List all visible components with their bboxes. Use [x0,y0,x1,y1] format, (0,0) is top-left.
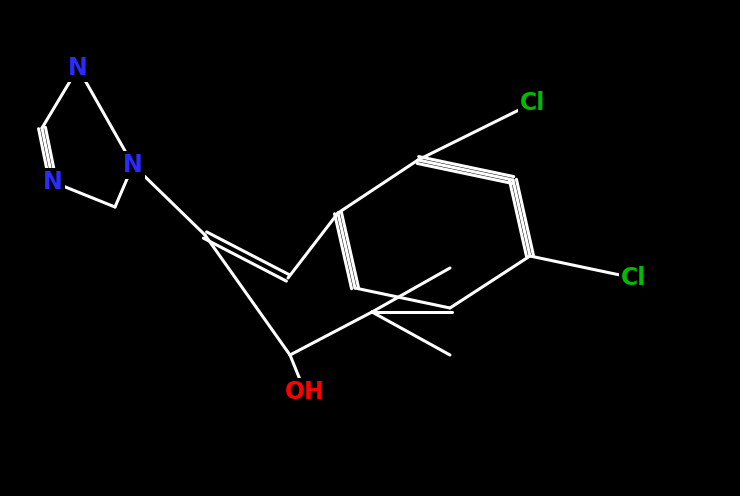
Text: OH: OH [285,380,325,404]
Text: Cl: Cl [622,266,647,290]
Text: Cl: Cl [520,91,545,115]
Text: N: N [68,56,88,80]
Text: N: N [123,153,143,177]
Text: N: N [43,170,63,194]
